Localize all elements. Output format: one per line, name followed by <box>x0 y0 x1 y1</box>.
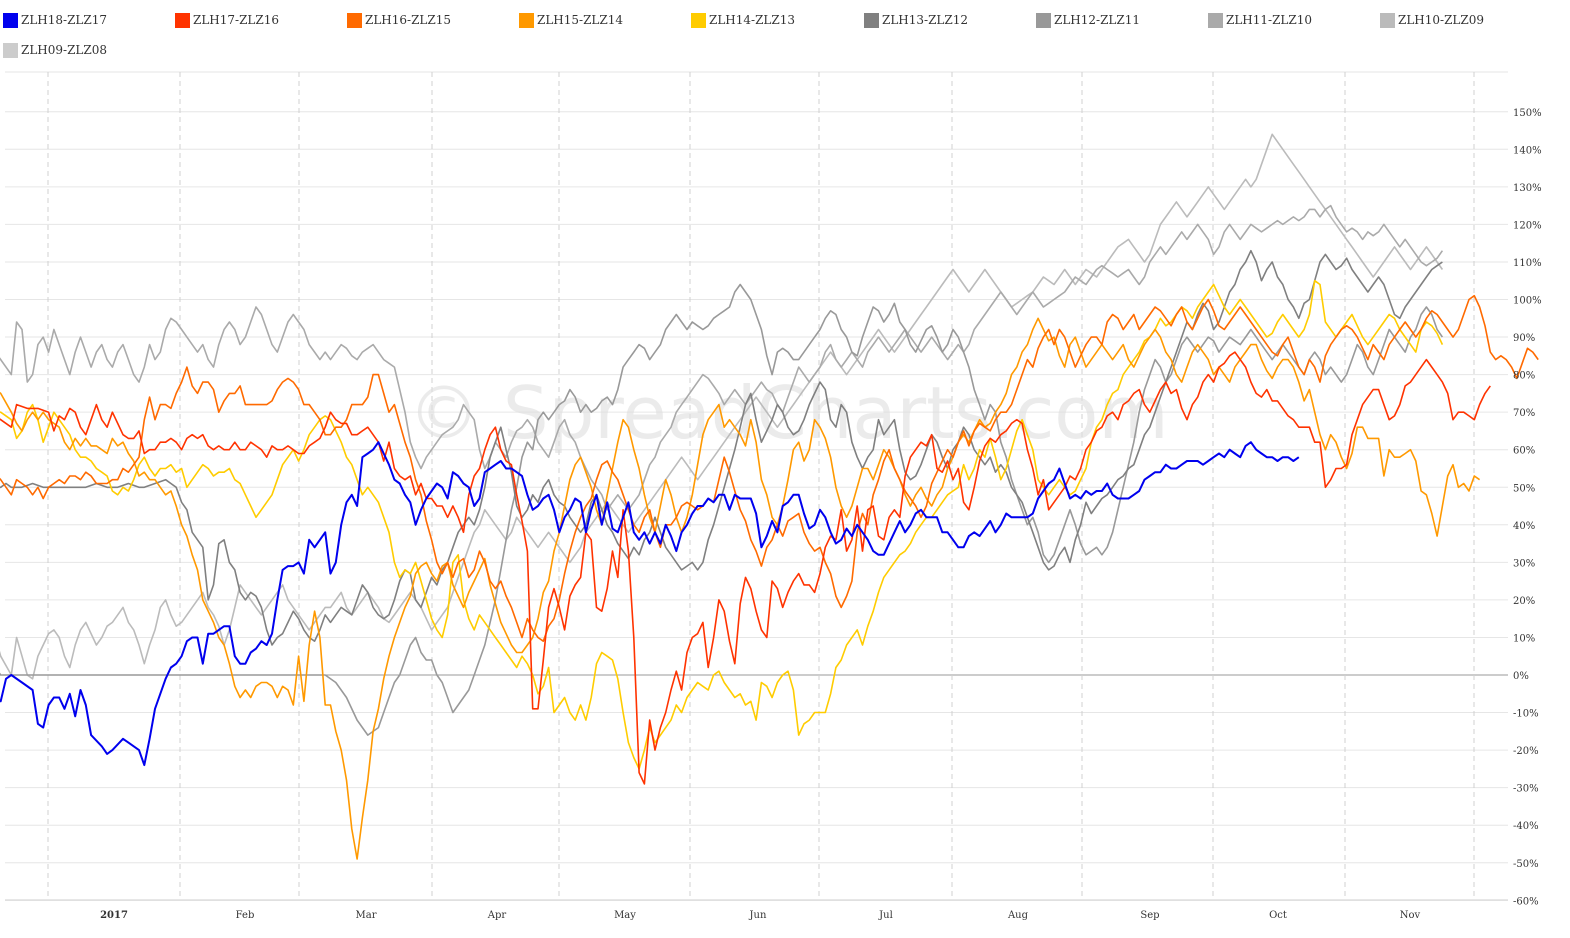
y-tick-label: -40% <box>1513 821 1539 832</box>
series-line-zlh18-zlz17 <box>0 441 1300 767</box>
legend-label: ZLH15-ZLZ14 <box>537 13 624 27</box>
legend-item[interactable]: ZLH15-ZLZ14 <box>519 10 623 30</box>
y-tick-label: -60% <box>1513 896 1539 907</box>
series-line-zlh12-zlz11 <box>0 283 1444 736</box>
x-tick-label: Aug <box>1007 910 1029 921</box>
legend-item[interactable]: ZLH12-ZLZ11 <box>1036 10 1140 30</box>
series-line-zlh10-zlz09 <box>0 133 1444 680</box>
y-tick-label: 10% <box>1513 633 1535 644</box>
legend-label: ZLH09-ZLZ08 <box>21 43 108 57</box>
legend-label: ZLH18-ZLZ17 <box>21 13 108 27</box>
legend-item[interactable]: ZLH17-ZLZ16 <box>175 10 279 30</box>
series-line-zlh15-zlz14 <box>0 317 1481 860</box>
legend-item[interactable]: ZLH13-ZLZ12 <box>864 10 968 30</box>
chart-legend: ZLH18-ZLZ17 ZLH17-ZLZ16 ZLH16-ZLZ15 ZLH15-Z… <box>0 0 1560 64</box>
x-tick-label: Sep <box>1140 910 1159 921</box>
legend-swatch <box>175 12 190 28</box>
y-tick-label: 130% <box>1513 183 1542 194</box>
legend-label: ZLH11-ZLZ10 <box>1226 13 1313 27</box>
legend-swatch <box>519 12 534 28</box>
series-layer <box>0 133 1539 860</box>
x-tick-label: Mar <box>356 910 377 921</box>
y-axis: 150% 140% 130% 120% 110% 100% 90% 80% 70% 60% 50% 4… <box>1513 108 1542 908</box>
y-tick-label: 110% <box>1513 258 1542 269</box>
y-tick-label: -30% <box>1513 784 1539 795</box>
y-tick-label: 100% <box>1513 296 1542 307</box>
y-tick-label: 150% <box>1513 108 1542 119</box>
y-tick-label: 80% <box>1513 371 1535 382</box>
x-tick-label: Nov <box>1400 910 1421 921</box>
legend-swatch <box>1208 12 1223 28</box>
y-tick-label: 20% <box>1513 596 1535 607</box>
legend-swatch <box>864 12 879 28</box>
legend-swatch <box>3 12 18 28</box>
x-tick-label: May <box>614 910 636 921</box>
legend-swatch <box>1380 12 1395 28</box>
legend-label: ZLH17-ZLZ16 <box>193 13 280 27</box>
x-axis: 2017 Feb Mar Apr May Jun Jul Aug Sep Oct Nov <box>100 910 1420 921</box>
y-tick-label: 70% <box>1513 408 1535 419</box>
y-tick-label: -20% <box>1513 746 1539 757</box>
x-tick-label: Jun <box>749 910 767 921</box>
y-tick-label: 90% <box>1513 333 1535 344</box>
y-tick-label: 120% <box>1513 220 1542 231</box>
legend-label: ZLH12-ZLZ11 <box>1054 13 1141 27</box>
legend-item[interactable]: ZLH18-ZLZ17 <box>3 10 107 30</box>
series-line-zlh13-zlz12 <box>0 249 1443 646</box>
series-line-zlh17-zlz16 <box>0 351 1491 785</box>
legend-item[interactable]: ZLH11-ZLZ10 <box>1208 10 1312 30</box>
x-tick-label: Jul <box>878 910 893 921</box>
legend-item[interactable]: ZLH10-ZLZ09 <box>1380 10 1484 30</box>
y-tick-label: 30% <box>1513 558 1535 569</box>
legend-swatch <box>691 12 706 28</box>
legend-label: ZLH14-ZLZ13 <box>709 13 796 27</box>
x-tick-label: Oct <box>1269 910 1287 921</box>
legend-label: ZLH10-ZLZ09 <box>1398 13 1485 27</box>
x-tick-label: Apr <box>487 910 507 921</box>
x-tick-label: Feb <box>236 910 255 921</box>
legend-swatch <box>3 42 18 58</box>
y-tick-label: 140% <box>1513 145 1542 156</box>
y-tick-label: -50% <box>1513 859 1539 870</box>
grid-layer <box>5 71 1508 901</box>
y-tick-label: 60% <box>1513 446 1535 457</box>
legend-swatch <box>347 12 362 28</box>
series-line-zlh16-zlz15 <box>0 294 1539 642</box>
legend-label: ZLH16-ZLZ15 <box>365 13 452 27</box>
legend-item[interactable]: ZLH09-ZLZ08 <box>3 40 107 60</box>
y-tick-label: -10% <box>1513 709 1539 720</box>
y-tick-label: 50% <box>1513 483 1535 494</box>
legend-item[interactable]: ZLH14-ZLZ13 <box>691 10 795 30</box>
legend-item[interactable]: ZLH16-ZLZ15 <box>347 10 451 30</box>
series-line-zlh11-zlz10 <box>0 204 1444 511</box>
y-tick-label: 0% <box>1513 671 1529 682</box>
x-tick-label: 2017 <box>100 910 128 921</box>
series-line-zlh14-zlz13 <box>0 279 1444 770</box>
legend-swatch <box>1036 12 1051 28</box>
legend-label: ZLH13-ZLZ12 <box>882 13 969 27</box>
y-tick-label: 40% <box>1513 521 1535 532</box>
